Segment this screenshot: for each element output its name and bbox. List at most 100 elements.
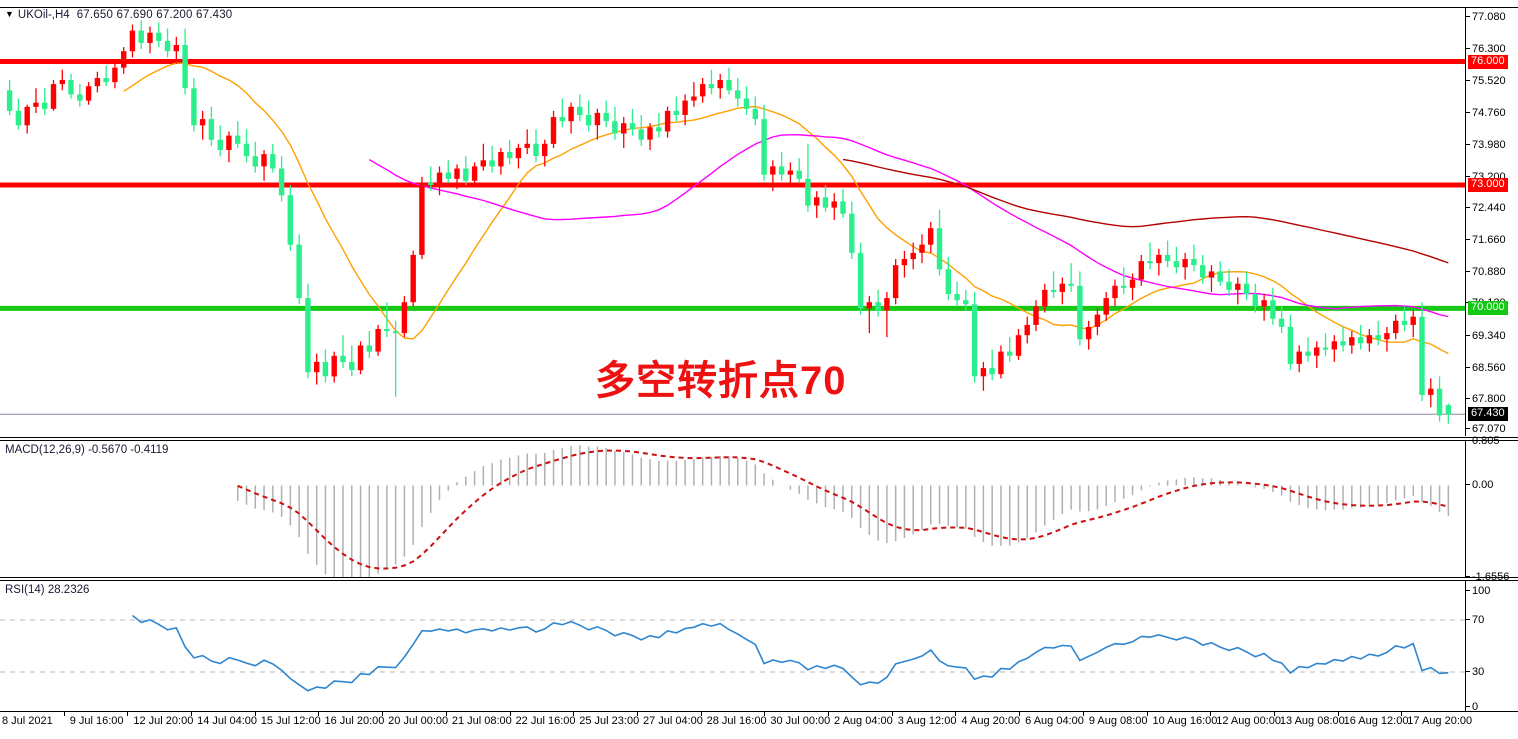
tick-mark [63, 712, 65, 716]
candle-body [1428, 388, 1434, 395]
candle-body [770, 166, 776, 175]
tick-mark [1466, 175, 1470, 177]
candle-body [252, 156, 258, 167]
candle-body [963, 300, 969, 305]
candle-body [787, 170, 794, 175]
tick-mark [1466, 48, 1470, 50]
tick-mark [700, 712, 702, 716]
macd-plot-area[interactable] [0, 441, 1465, 577]
tick-mark [1466, 671, 1470, 672]
candle-body [1200, 265, 1206, 278]
moving-average-line [123, 62, 1449, 355]
axis-tick-label: 0 [1472, 701, 1479, 713]
candle-body [1243, 283, 1250, 294]
candle-body [121, 51, 127, 68]
candle-body [77, 94, 83, 101]
candle-body [585, 115, 592, 126]
tick-mark [254, 712, 256, 716]
time-axis-label: 28 Jul 16:00 [706, 715, 767, 727]
symbol-timeframe-label: UKOil-,H4 [17, 9, 70, 21]
time-axis-label: 20 Jul 00:00 [388, 715, 449, 727]
candle-body [1393, 320, 1399, 334]
candle-body [1085, 326, 1092, 340]
tick-mark [1466, 271, 1470, 273]
tick-mark [1466, 239, 1470, 241]
macd-label: MACD(12,26,9) -0.5670 -0.4119 [5, 444, 169, 456]
candle-body [1401, 320, 1408, 325]
tick-mark [955, 712, 957, 716]
candle-body [235, 135, 241, 144]
moving-average-line [842, 158, 1449, 264]
time-axis-label: 27 Jul 04:00 [642, 715, 703, 727]
chevron-down-icon[interactable]: ▼ [5, 9, 14, 19]
candle-body [331, 355, 337, 377]
price-axis[interactable]: 77.080 76.300 75.520 74.760 73.980 73.200 72.4… [1465, 8, 1518, 436]
candle-body [928, 228, 934, 245]
candle-body [1296, 351, 1302, 364]
axis-tick-label: 0.805 [1472, 435, 1500, 447]
tick-mark [764, 712, 766, 716]
tick-mark [828, 712, 830, 716]
candle-body [305, 298, 311, 373]
candle-body [322, 361, 329, 377]
tick-mark [191, 712, 193, 716]
rsi-label: RSI(14) 28.2326 [5, 584, 90, 596]
candle-body [1077, 285, 1083, 340]
candle-body [1050, 289, 1057, 292]
candle-body [1112, 285, 1118, 299]
candle-body [664, 110, 671, 132]
candle-body [50, 84, 57, 109]
candle-body [375, 329, 381, 352]
candle-body [568, 106, 574, 122]
candle-body [1340, 341, 1346, 346]
candle-body [94, 78, 101, 87]
candle-body [1129, 279, 1136, 288]
candle-body [471, 166, 478, 181]
candle-body [1375, 335, 1381, 340]
tick-mark [1337, 712, 1339, 716]
candle-body [436, 172, 443, 185]
candle-body [682, 100, 688, 115]
time-axis-label: 12 Aug 00:00 [1216, 715, 1282, 727]
candle-body [384, 329, 390, 332]
candle-body [33, 102, 39, 107]
macd-axis[interactable]: 0.805 0.00 -1.6556 [1465, 435, 1518, 583]
rsi-plot-area[interactable] [0, 581, 1465, 711]
price-plot-area[interactable] [0, 8, 1465, 436]
rsi-axis[interactable]: 100 70 30 0 [1465, 581, 1518, 713]
candle-body [217, 139, 223, 150]
candle-body [182, 45, 188, 89]
axis-tick-label: 73.000 [1468, 177, 1508, 192]
tick-mark [891, 712, 893, 716]
axis-tick-label: 76.300 [1472, 43, 1506, 56]
candle-body [1436, 388, 1443, 416]
candle-body [454, 168, 460, 179]
candle-body [1121, 285, 1127, 288]
candle-body [208, 119, 215, 140]
candle-body [1331, 341, 1337, 350]
time-axis-label: 30 Jul 00:00 [770, 715, 831, 727]
candle-body [340, 355, 346, 362]
candle-body [708, 84, 715, 89]
candle-body [1007, 351, 1013, 356]
candle-body [656, 127, 662, 132]
time-axis[interactable]: 8 Jul 2021 9 Jul 16:00 12 Jul 20:00 14 Jul … [0, 712, 1518, 731]
macd-svg [236, 445, 1450, 577]
candle-body [199, 119, 206, 126]
candle-body [577, 106, 583, 115]
candle-body [1068, 283, 1074, 286]
candle-body [15, 110, 22, 126]
candle-body [1226, 281, 1232, 290]
macd-signal-line [237, 449, 1449, 570]
candle-body [726, 80, 732, 91]
candle-body [1094, 314, 1101, 327]
candle-body [1305, 351, 1311, 356]
candle-body [1173, 261, 1180, 268]
axis-tick-label: 68.560 [1472, 361, 1506, 374]
candle-body [1235, 283, 1241, 290]
tick-mark [509, 712, 511, 716]
candle-body [287, 195, 293, 245]
candle-body [857, 252, 864, 309]
tick-mark [1146, 712, 1148, 716]
